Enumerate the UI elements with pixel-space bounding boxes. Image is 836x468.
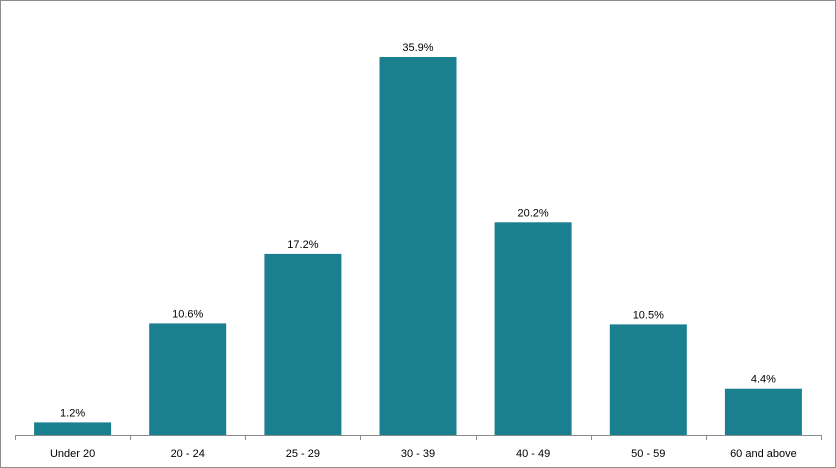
value-label-20-24: 10.6% (172, 308, 203, 320)
x-axis-labels-group: Under 20 20 - 24 25 - 29 30 - 39 40 - 49 50 -… (50, 448, 797, 460)
bar-20-24 (149, 323, 227, 435)
value-label-60-and-above: 4.4% (751, 374, 776, 386)
x-tick-label-50-59: 50 - 59 (631, 448, 665, 460)
value-label-50-59: 10.5% (633, 309, 664, 321)
bar-40-49 (494, 222, 572, 435)
x-tick-label-60-and-above: 60 and above (730, 448, 797, 460)
x-axis-ticks-group (15, 435, 822, 440)
value-label-25-29: 17.2% (287, 239, 318, 251)
value-label-under-20: 1.2% (60, 407, 85, 419)
x-tick-label-30-39: 30 - 39 (401, 448, 435, 460)
x-tick-label-40-49: 40 - 49 (516, 448, 550, 460)
value-label-30-39: 35.9% (402, 42, 433, 54)
value-labels-group: 1.2% 10.6% 17.2% 35.9% 20.2% 10.5% 4.4% (60, 42, 776, 419)
x-tick-label-20-24: 20 - 24 (171, 448, 205, 460)
bar-25-29 (264, 253, 342, 435)
bar-50-59 (609, 324, 687, 435)
value-label-40-49: 20.2% (517, 207, 548, 219)
x-tick-label-25-29: 25 - 29 (286, 448, 320, 460)
bar-60-and-above (724, 388, 802, 435)
bars-group (34, 57, 802, 435)
bar-under-20 (34, 422, 112, 435)
x-tick-label-under-20: Under 20 (50, 448, 95, 460)
bar-30-39 (379, 57, 457, 435)
